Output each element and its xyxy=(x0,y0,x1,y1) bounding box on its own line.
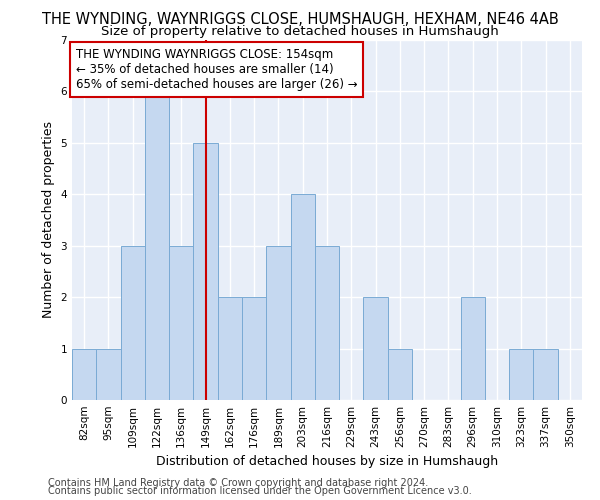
Bar xyxy=(533,348,558,400)
Bar xyxy=(266,246,290,400)
Bar xyxy=(72,348,96,400)
Bar xyxy=(315,246,339,400)
Bar xyxy=(242,297,266,400)
Bar xyxy=(169,246,193,400)
X-axis label: Distribution of detached houses by size in Humshaugh: Distribution of detached houses by size … xyxy=(156,456,498,468)
Bar xyxy=(290,194,315,400)
Text: Size of property relative to detached houses in Humshaugh: Size of property relative to detached ho… xyxy=(101,25,499,38)
Text: THE WYNDING WAYNRIGGS CLOSE: 154sqm
← 35% of detached houses are smaller (14)
65: THE WYNDING WAYNRIGGS CLOSE: 154sqm ← 35… xyxy=(76,48,357,90)
Y-axis label: Number of detached properties: Number of detached properties xyxy=(42,122,55,318)
Bar xyxy=(461,297,485,400)
Bar xyxy=(121,246,145,400)
Bar xyxy=(388,348,412,400)
Bar xyxy=(364,297,388,400)
Bar xyxy=(145,92,169,400)
Bar xyxy=(193,143,218,400)
Bar xyxy=(509,348,533,400)
Bar xyxy=(96,348,121,400)
Text: Contains public sector information licensed under the Open Government Licence v3: Contains public sector information licen… xyxy=(48,486,472,496)
Bar xyxy=(218,297,242,400)
Text: THE WYNDING, WAYNRIGGS CLOSE, HUMSHAUGH, HEXHAM, NE46 4AB: THE WYNDING, WAYNRIGGS CLOSE, HUMSHAUGH,… xyxy=(41,12,559,28)
Text: Contains HM Land Registry data © Crown copyright and database right 2024.: Contains HM Land Registry data © Crown c… xyxy=(48,478,428,488)
